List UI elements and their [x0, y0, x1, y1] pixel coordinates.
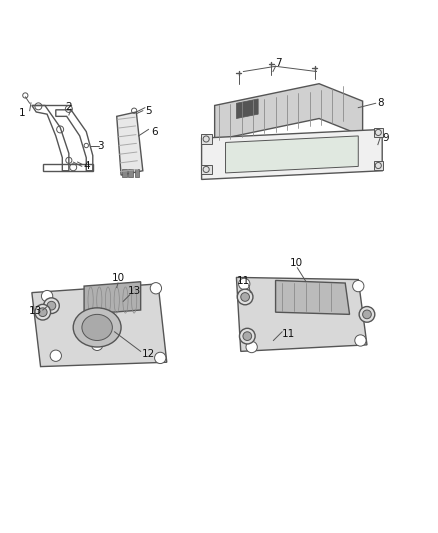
Polygon shape — [276, 280, 350, 314]
Text: 9: 9 — [382, 133, 389, 143]
Text: 6: 6 — [151, 126, 158, 136]
Circle shape — [241, 293, 250, 301]
Circle shape — [47, 301, 56, 310]
Polygon shape — [201, 130, 382, 180]
Bar — [128, 169, 133, 177]
Circle shape — [355, 335, 366, 346]
Text: 7: 7 — [275, 58, 282, 68]
Bar — [134, 169, 139, 177]
Text: 11: 11 — [237, 276, 250, 286]
Polygon shape — [215, 84, 363, 140]
Bar — [374, 161, 383, 170]
Text: 13: 13 — [127, 286, 141, 296]
Polygon shape — [237, 277, 367, 351]
Polygon shape — [226, 136, 358, 173]
Circle shape — [42, 290, 53, 302]
Circle shape — [246, 341, 257, 353]
Polygon shape — [117, 112, 143, 175]
Text: 13: 13 — [29, 306, 42, 316]
Polygon shape — [237, 99, 258, 118]
Text: 8: 8 — [378, 98, 384, 108]
Text: 1: 1 — [19, 108, 25, 118]
Ellipse shape — [82, 314, 113, 341]
Circle shape — [237, 289, 253, 305]
Circle shape — [92, 339, 103, 351]
Text: 3: 3 — [97, 141, 104, 150]
Circle shape — [243, 332, 252, 341]
Circle shape — [35, 304, 50, 320]
Circle shape — [240, 328, 255, 344]
Text: 2: 2 — [66, 102, 72, 112]
Bar — [201, 134, 212, 144]
Circle shape — [239, 278, 250, 289]
Polygon shape — [84, 282, 141, 314]
Bar — [201, 165, 212, 174]
Circle shape — [50, 350, 61, 361]
Circle shape — [359, 306, 375, 322]
Circle shape — [363, 310, 371, 319]
Polygon shape — [32, 284, 167, 367]
Circle shape — [39, 308, 47, 317]
Bar — [122, 169, 127, 177]
Text: 5: 5 — [145, 106, 152, 116]
Circle shape — [353, 280, 364, 292]
Text: 10: 10 — [111, 273, 124, 283]
Ellipse shape — [73, 308, 121, 347]
Text: 11: 11 — [282, 329, 295, 339]
Text: 4: 4 — [83, 161, 89, 172]
Text: 10: 10 — [290, 258, 303, 268]
Text: 12: 12 — [142, 350, 155, 359]
Circle shape — [44, 298, 59, 313]
Bar — [374, 128, 383, 137]
Circle shape — [150, 282, 162, 294]
Circle shape — [155, 352, 166, 364]
